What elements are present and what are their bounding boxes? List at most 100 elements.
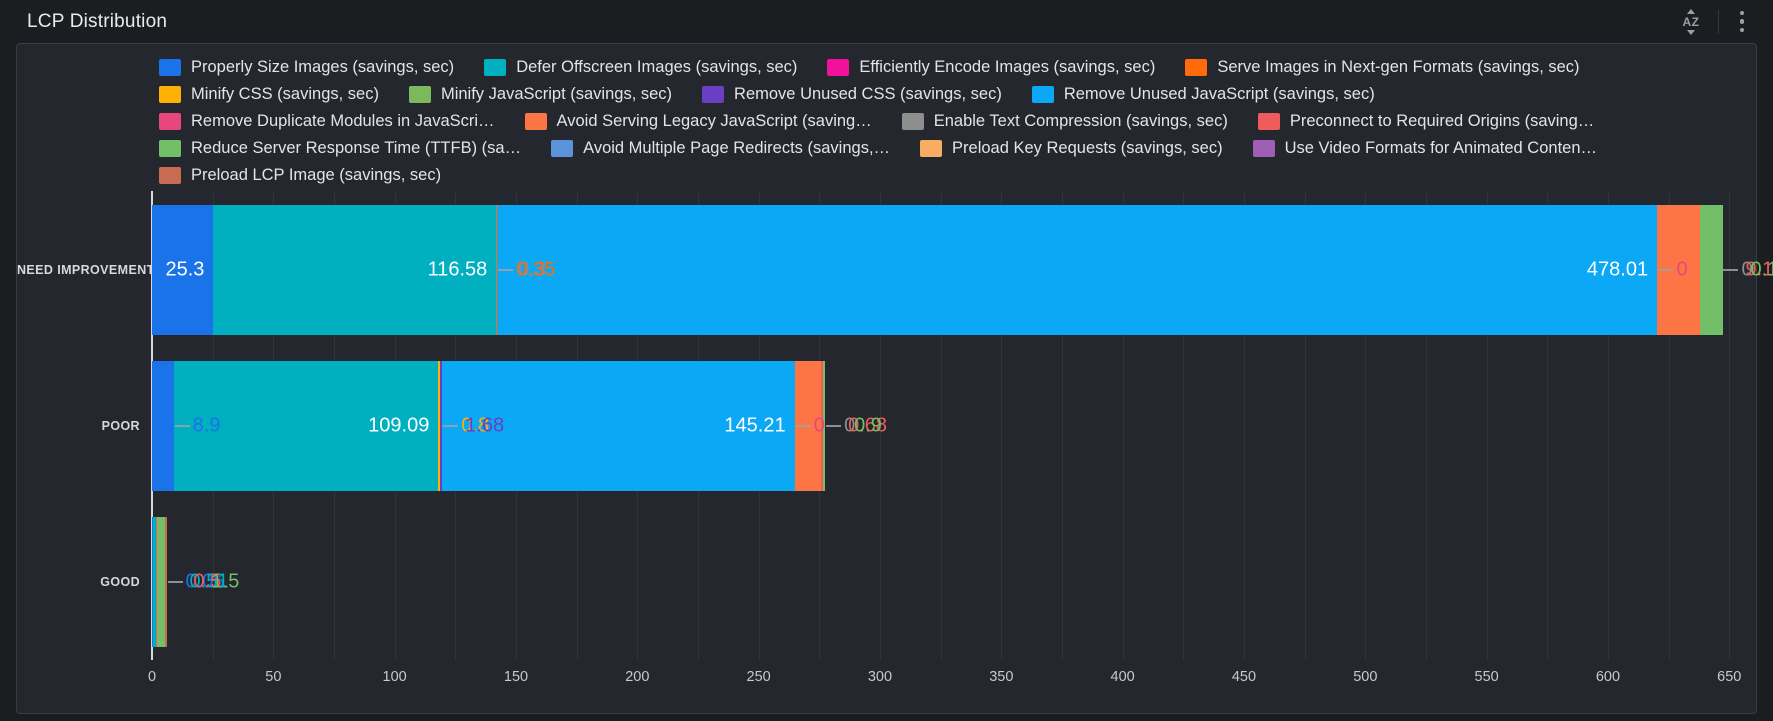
legend-swatch-icon	[408, 86, 431, 103]
value-label: 0	[1676, 258, 1688, 281]
bar-segment[interactable]	[497, 205, 1658, 335]
legend-row: Properly Size Images (savings, sec) Defer…	[159, 54, 1597, 81]
legend-item[interactable]: Defer Offscreen Images (savings, sec)	[484, 58, 797, 77]
bar-segment[interactable]	[164, 517, 167, 647]
legend-label: Avoid Multiple Page Redirects (savings,…	[583, 139, 891, 157]
legend-item[interactable]: Avoid Multiple Page Redirects (savings,…	[551, 139, 890, 158]
legend-item[interactable]: Reduce Server Response Time (TTFB) (sa…	[159, 139, 521, 158]
value-label: 0.35	[516, 258, 556, 281]
x-tick-label: 600	[1595, 669, 1621, 685]
bar-segment[interactable]	[152, 517, 154, 647]
value-label: 0.51	[189, 570, 229, 593]
legend-swatch-icon	[551, 140, 574, 157]
legend-label: Efficiently Encode Images (savings, sec)	[859, 58, 1156, 76]
value-label: 25.3	[165, 258, 205, 281]
legend-item[interactable]: Avoid Serving Legacy JavaScript (saving…	[524, 112, 872, 131]
x-tick-label: 650	[1717, 669, 1742, 685]
legend-item[interactable]: Enable Text Compression (savings, sec)	[901, 112, 1228, 131]
gridline	[1365, 191, 1367, 660]
panel-header-actions: AZ	[1683, 0, 1748, 43]
gridline	[1607, 191, 1609, 660]
legend-swatch-icon	[1185, 59, 1208, 76]
gridline	[940, 191, 942, 660]
bar-segment[interactable]	[153, 517, 156, 647]
bar-segment[interactable]	[152, 361, 174, 491]
value-label: 0.05	[185, 570, 225, 593]
sort-a-z-icon[interactable]: AZ	[1683, 8, 1700, 35]
x-tick-label: 200	[625, 669, 650, 685]
leader-line	[1723, 269, 1739, 271]
sort-down-caret-icon	[1687, 29, 1695, 35]
legend-item[interactable]: Minify CSS (savings, sec)	[159, 85, 379, 104]
panel-header: LCP Distribution AZ	[0, 0, 1773, 43]
gridline	[1001, 191, 1003, 660]
legend-swatch-icon	[1257, 113, 1280, 130]
legend-label: Preconnect to Required Origins (saving…	[1289, 112, 1595, 130]
leader-line	[795, 425, 811, 427]
legend-swatch-icon	[901, 113, 924, 130]
x-tick-label: 350	[989, 669, 1014, 685]
legend-item[interactable]: Remove Duplicate Modules in JavaScri…	[159, 112, 495, 131]
bar-segment[interactable]	[213, 205, 497, 335]
bar-segment[interactable]	[822, 361, 826, 491]
legend-swatch-icon	[1252, 140, 1275, 157]
legend-swatch-icon	[920, 140, 943, 157]
legend-row: Preload LCP Image (savings, sec)	[159, 162, 1597, 189]
gridline	[1547, 191, 1549, 660]
legend-item[interactable]: Preconnect to Required Origins (saving…	[1257, 112, 1595, 131]
value-label: 0	[813, 414, 825, 437]
value-label: 1.5	[211, 570, 240, 593]
x-tick-label: 450	[1231, 669, 1257, 685]
bar-segment[interactable]	[152, 205, 214, 335]
bar-segment[interactable]	[440, 361, 443, 491]
value-label: 145.21	[724, 414, 786, 437]
legend-swatch-icon	[827, 59, 850, 76]
legend-label: Properly Size Images (savings, sec)	[191, 58, 455, 76]
legend-swatch-icon	[159, 113, 181, 130]
leader-line	[826, 425, 842, 427]
kebab-menu-icon[interactable]	[1737, 8, 1748, 36]
value-label: 0.5	[193, 570, 222, 593]
legend-label: Reduce Server Response Time (TTFB) (sa…	[191, 139, 522, 157]
gridline	[1425, 191, 1427, 660]
category-label: NEED IMPROVEMENT	[17, 263, 155, 277]
legend-item[interactable]: Serve Images in Next-gen Formats (saving…	[1185, 58, 1580, 77]
gridline	[1183, 191, 1185, 660]
legend-label: Remove Unused CSS (savings, sec)	[734, 85, 1002, 103]
value-label: 109.09	[368, 414, 430, 437]
value-label: 478.01	[1586, 258, 1649, 281]
x-tick-label: 150	[503, 669, 529, 685]
legend-item[interactable]: Remove Unused CSS (savings, sec)	[702, 85, 1002, 104]
legend-item[interactable]: Use Video Formats for Animated Conten…	[1252, 139, 1597, 158]
x-tick-label: 250	[746, 669, 771, 685]
legend-swatch-icon	[1031, 86, 1054, 103]
legend-label: Preload Key Requests (savings, sec)	[952, 139, 1223, 157]
x-tick-label: 100	[382, 669, 407, 685]
legend-item[interactable]: Preload LCP Image (savings, sec)	[159, 166, 441, 185]
x-tick-label: 0	[147, 669, 157, 685]
legend-label: Minify JavaScript (savings, sec)	[440, 85, 673, 103]
bar-segment[interactable]	[442, 361, 795, 491]
category-label: GOOD	[100, 575, 140, 589]
legend-item[interactable]: Minify JavaScript (savings, sec)	[408, 85, 673, 104]
legend-label: Preload LCP Image (savings, sec)	[191, 166, 442, 184]
legend-item[interactable]: Properly Size Images (savings, sec)	[159, 58, 454, 77]
value-label: 8.9	[192, 414, 221, 437]
bar-segment[interactable]	[173, 361, 439, 491]
value-label: 0	[1741, 258, 1753, 281]
legend-swatch-icon	[524, 113, 547, 130]
bar-segment[interactable]	[821, 361, 824, 491]
legend-swatch-icon	[702, 86, 725, 103]
legend-item[interactable]: Efficiently Encode Images (savings, sec)	[827, 58, 1155, 77]
bar-segment[interactable]	[156, 517, 165, 647]
legend-item[interactable]: Preload Key Requests (savings, sec)	[920, 139, 1223, 158]
legend-row: Minify CSS (savings, sec) Minify JavaScri…	[159, 81, 1597, 108]
value-label: 9.18	[1745, 258, 1773, 281]
gridline	[1668, 191, 1670, 660]
bar-segment[interactable]	[438, 361, 441, 491]
legend-item[interactable]: Remove Unused JavaScript (savings, sec)	[1031, 85, 1375, 104]
kebab-dot	[1739, 10, 1744, 16]
category-label: POOR	[101, 419, 140, 433]
x-tick-label: 400	[1110, 669, 1135, 685]
bar-segment[interactable]	[1700, 205, 1723, 335]
